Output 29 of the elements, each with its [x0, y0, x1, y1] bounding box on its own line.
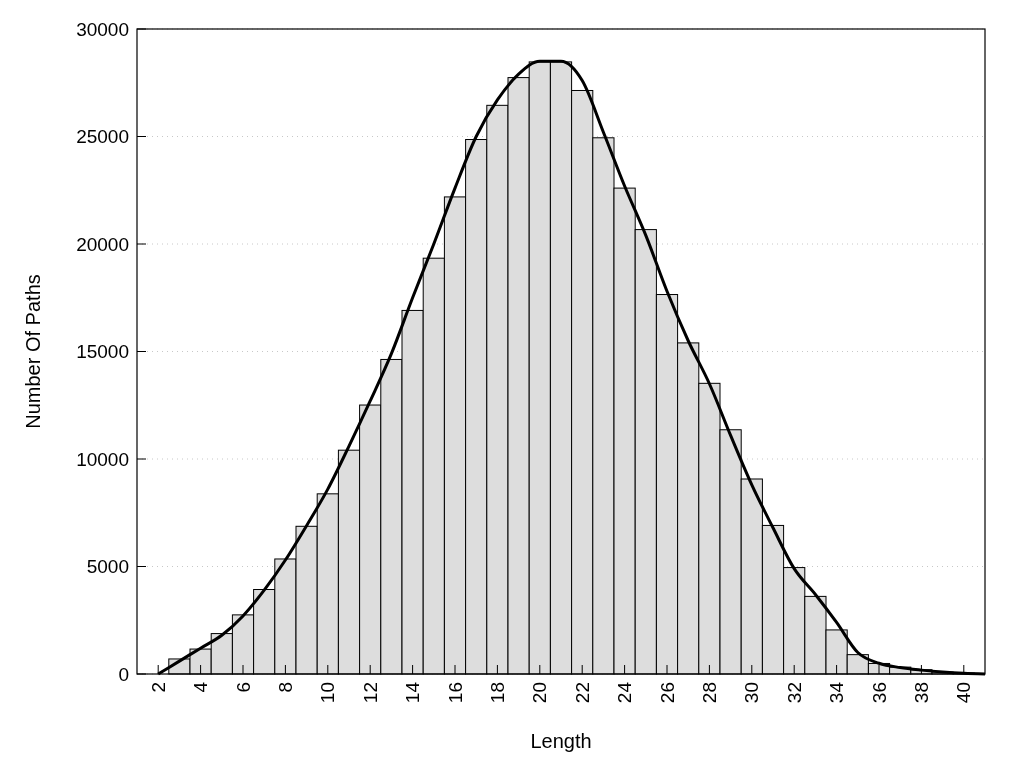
- x-tick-label: 38: [911, 682, 933, 704]
- x-tick-label: 20: [529, 682, 551, 704]
- y-tick-label: 0: [118, 663, 129, 685]
- x-tick-label: 14: [402, 681, 424, 704]
- x-tick-label: 6: [232, 682, 254, 693]
- x-tick-label: 24: [614, 681, 636, 704]
- y-tick-label: 30000: [76, 18, 129, 40]
- y-tick-label: 25000: [76, 126, 129, 148]
- x-tick-label: 18: [487, 682, 509, 704]
- x-tick-label: 10: [317, 682, 339, 704]
- y-tick-label: 10000: [76, 448, 129, 470]
- x-tick-label: 32: [783, 682, 805, 704]
- x-tick-label: 12: [359, 682, 381, 704]
- x-tick-label: 26: [656, 682, 678, 704]
- x-tick-label: 22: [571, 682, 593, 704]
- y-axis-title: Number Of Paths: [22, 274, 44, 429]
- y-tick-label: 20000: [76, 233, 129, 255]
- y-tick-label: 15000: [76, 341, 129, 363]
- x-tick-label: 40: [953, 682, 975, 704]
- x-tick-label: 4: [190, 681, 212, 693]
- x-tick-label: 34: [826, 681, 848, 704]
- x-tick-label: 30: [741, 682, 763, 704]
- y-tick-label: 5000: [86, 556, 129, 578]
- x-tick-label: 8: [275, 682, 297, 693]
- x-tick-label: 36: [868, 682, 890, 704]
- x-tick-label: 28: [699, 682, 721, 704]
- x-axis-title: Length: [530, 730, 592, 752]
- x-tick-label: 2: [147, 682, 169, 693]
- x-tick-label: 16: [444, 682, 466, 704]
